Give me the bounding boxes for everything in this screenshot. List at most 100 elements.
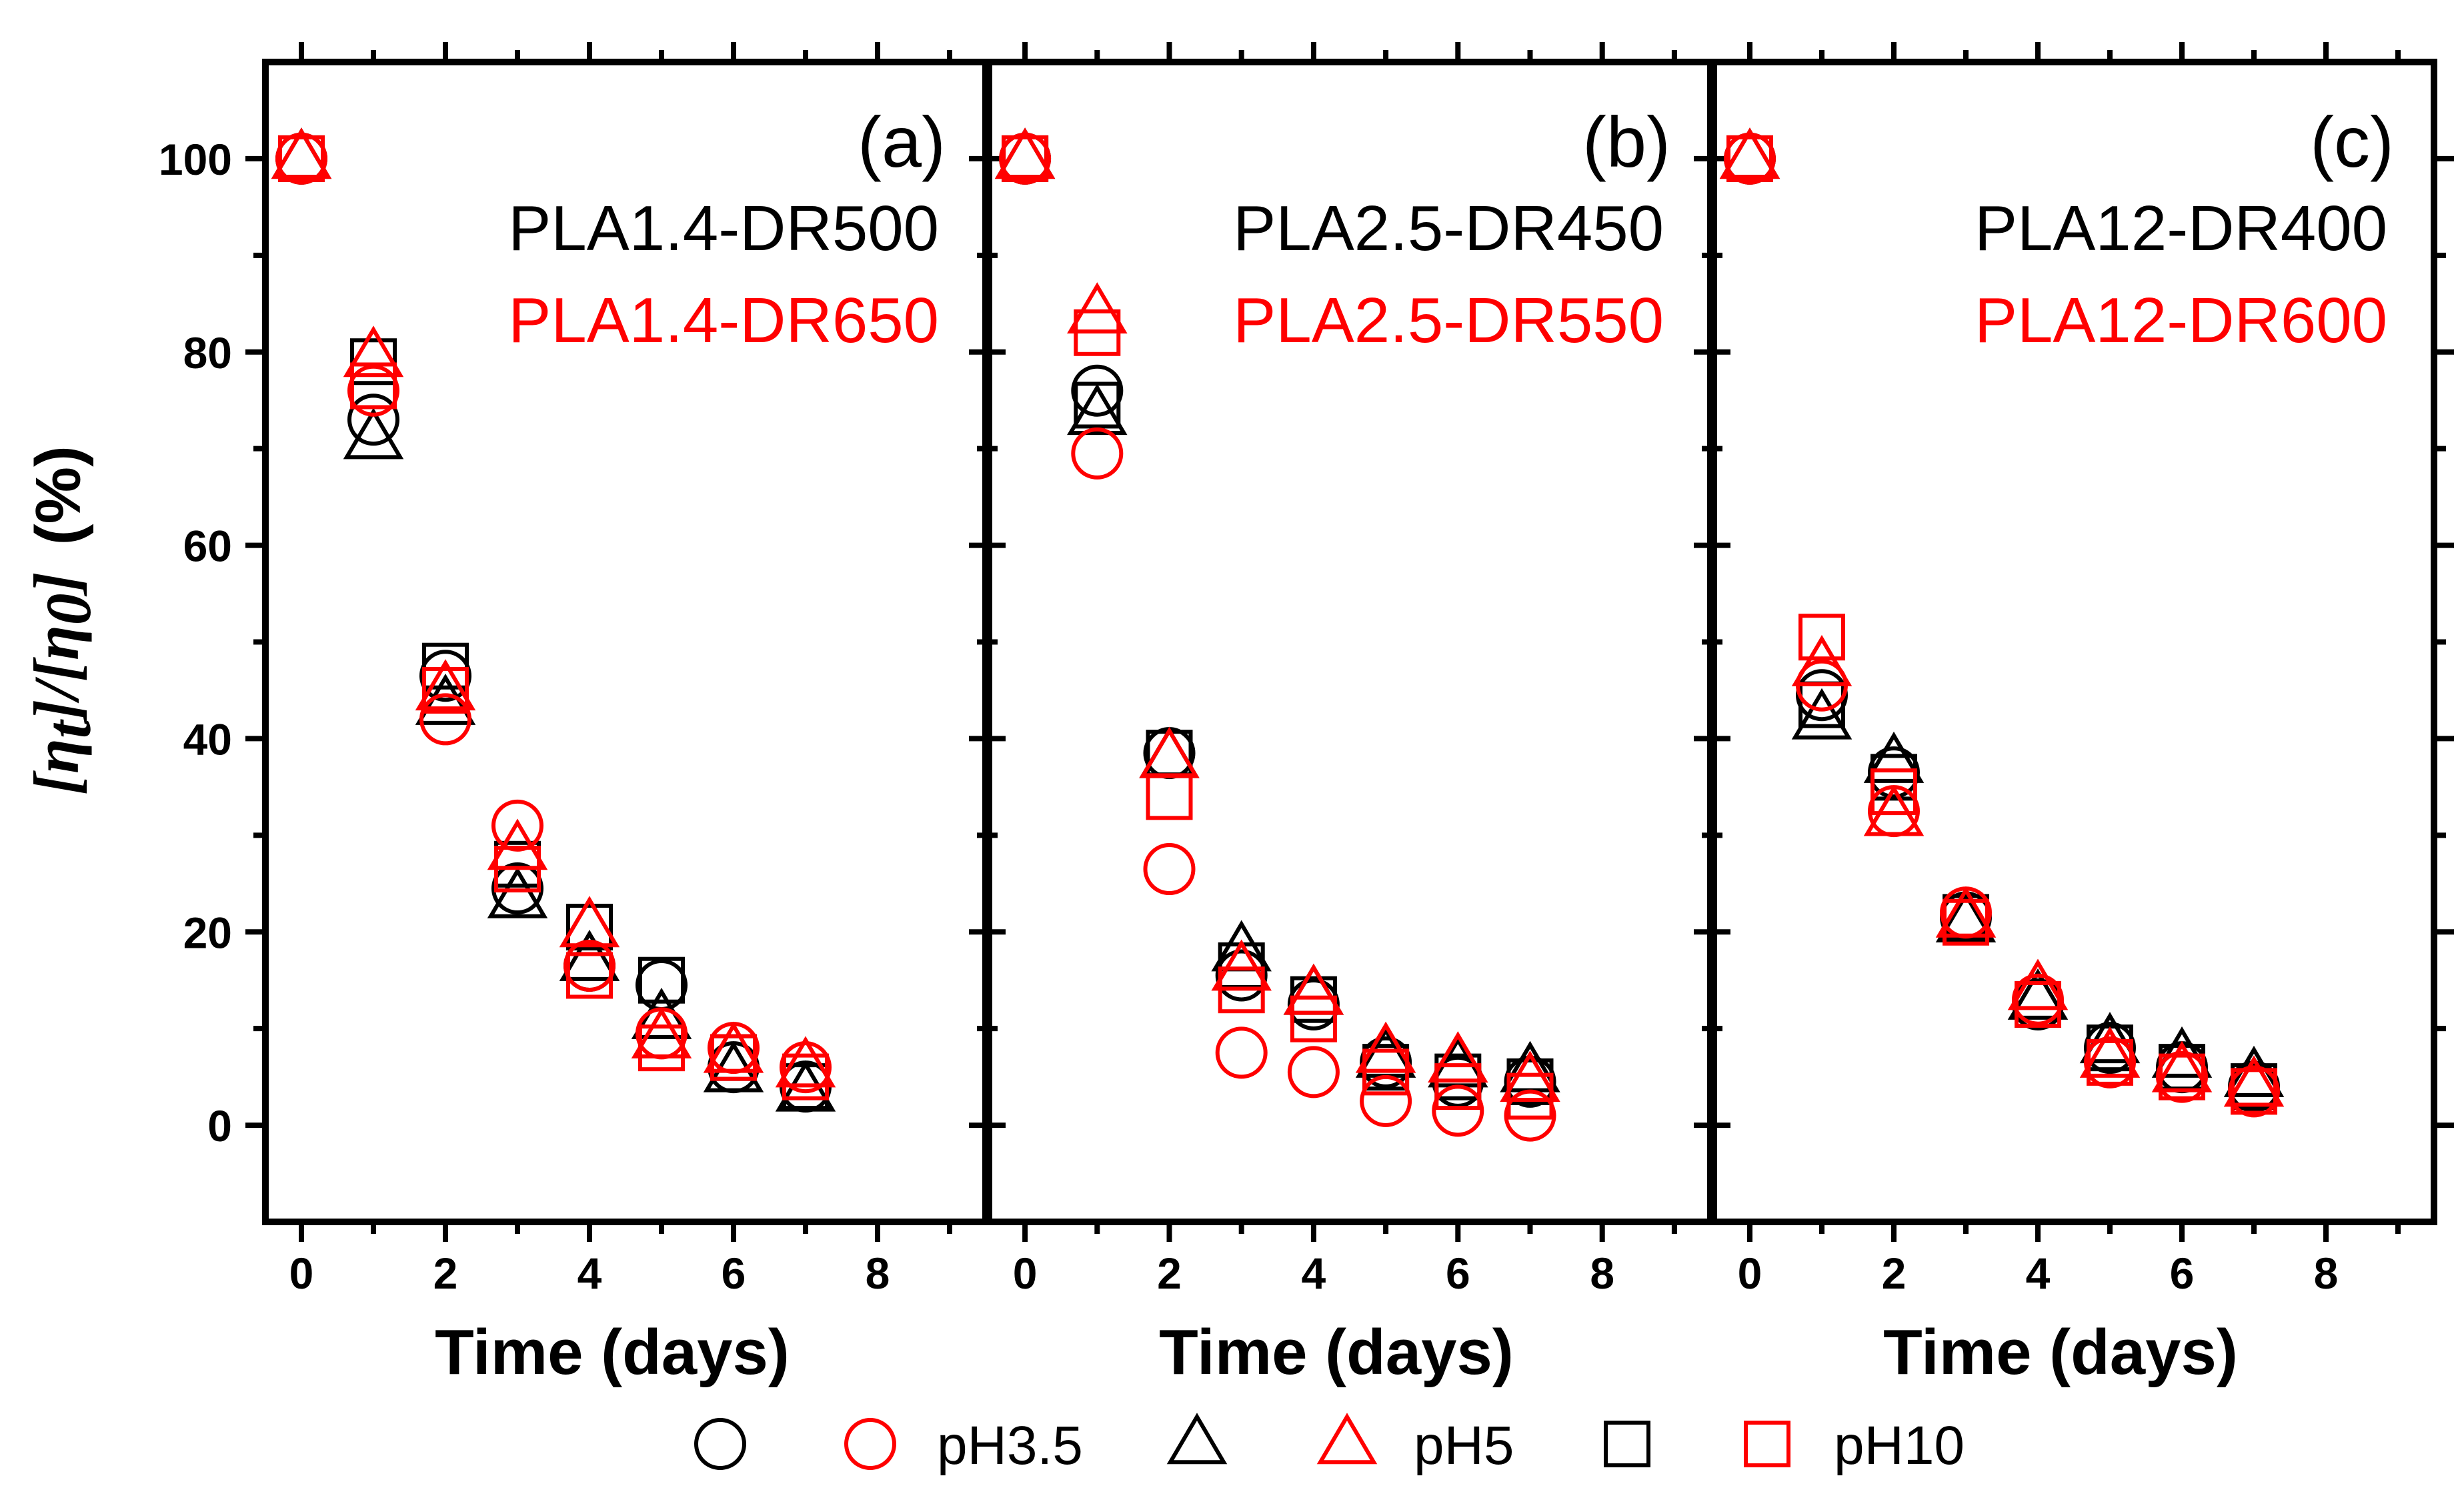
panel-label: (b) — [1582, 101, 1670, 182]
y-tick-label: 20 — [183, 908, 232, 957]
x-tick-label: 2 — [433, 1249, 458, 1298]
data-point — [2223, 1055, 2285, 1107]
legend: pH3.5 pH5 pH10 — [694, 1413, 1965, 1476]
data-point — [782, 1053, 829, 1100]
data-point — [566, 952, 613, 999]
data-point — [1871, 768, 1917, 816]
legend-label: pH10 — [1834, 1415, 1965, 1476]
data-point — [1791, 688, 1853, 740]
x-tick-label: 4 — [1302, 1249, 1326, 1298]
sample-label: PLA12-DR600 — [1975, 285, 2387, 356]
x-tick-label: 8 — [1590, 1249, 1614, 1298]
legend-entry: pH3.5 — [844, 1415, 1083, 1476]
data-point — [422, 666, 469, 714]
legend-marker — [1744, 1421, 1790, 1467]
legend-label: pH3.5 — [937, 1415, 1083, 1476]
series-PLA1.4-DR650-pH3.5 — [275, 132, 832, 1094]
sample-label: PLA1.4-DR500 — [508, 193, 939, 264]
data-point — [1500, 1050, 1560, 1102]
data-point — [994, 127, 1056, 179]
data-point — [1143, 727, 1196, 780]
y-axis-title-eta2: η — [21, 625, 92, 660]
data-point — [2228, 1065, 2280, 1118]
data-point — [2156, 1050, 2208, 1103]
data-point — [1002, 135, 1049, 182]
series-PLA2.5-DR450-pH10 — [1002, 135, 1554, 1105]
x-axis-title: Time (days) — [435, 1317, 790, 1388]
series-PLA2.5-DR450-pH3.5 — [999, 132, 1556, 1108]
series-PLA1.4-DR500-pH10 — [278, 135, 829, 1110]
data-point — [775, 1036, 836, 1088]
data-point — [1726, 135, 1773, 182]
y-axis-title-mid: ]/[ — [21, 657, 92, 724]
series-PLA1.4-DR500-pH5 — [271, 127, 836, 1112]
panel-c: 0 2 4 6 8 Time (days) (c) PLA12-DR400 PLA12-DR60… — [1694, 42, 2454, 1388]
legend-entry: pH5 — [1316, 1413, 1514, 1476]
y-tick-label: 80 — [183, 328, 232, 378]
y-tick-label: 100 — [159, 135, 232, 184]
series-PLA1.4-DR650-pH10 — [278, 135, 829, 1100]
series-PLA12-DR400-pH10 — [1726, 135, 2277, 1110]
data-point — [1146, 773, 1193, 820]
y-axis-title-close: ] — [21, 572, 92, 596]
data-point — [491, 862, 543, 915]
data-point — [2156, 1041, 2208, 1094]
series-PLA1.4-DR650-pH5 — [271, 127, 836, 1088]
data-point — [1428, 1031, 1488, 1083]
data-point — [343, 408, 404, 460]
series-PLA12-DR400-pH3.5 — [1724, 132, 2280, 1113]
data-point — [1211, 939, 1272, 991]
data-point — [559, 896, 620, 948]
x-tick-label: 8 — [866, 1249, 890, 1298]
data-point — [2079, 1012, 2141, 1064]
y-axis-title-unit: (%) — [23, 446, 94, 545]
series-PLA2.5-DR450-pH5 — [994, 127, 1560, 1092]
data-point — [1798, 614, 1845, 661]
series-PLA12-DR400-pH5 — [1719, 127, 2285, 1097]
legend-marker — [1166, 1413, 1228, 1465]
y-axis-title-sub-0: 0 — [33, 593, 104, 625]
x-tick-label: 0 — [1738, 1249, 1762, 1298]
data-point — [278, 135, 325, 182]
data-point — [638, 1024, 685, 1072]
data-point — [419, 693, 471, 746]
sample-label: PLA2.5-DR450 — [1233, 193, 1664, 264]
legend-entry — [1166, 1413, 1228, 1465]
data-point — [1868, 785, 1920, 838]
series-PLA12-DR600-pH3.5 — [1724, 132, 2280, 1118]
data-point — [1071, 364, 1124, 417]
data-point — [347, 364, 399, 417]
y-tick-label: 40 — [183, 714, 232, 764]
series-PLA12-DR600-pH10 — [1726, 135, 2277, 1115]
legend-marker — [1604, 1421, 1650, 1467]
panel-b: 0 2 4 6 8 Time (days) (b) PLA2.5-DR450 PLA2.5-DR… — [969, 42, 1730, 1388]
data-point — [1283, 963, 1344, 1015]
x-tick-label: 4 — [2026, 1249, 2051, 1298]
x-axis-title: Time (days) — [1883, 1317, 2238, 1388]
data-point — [2079, 1026, 2141, 1078]
data-point — [2015, 980, 2061, 1028]
data-point — [343, 325, 404, 378]
data-point — [271, 127, 332, 179]
data-point — [2151, 1026, 2213, 1078]
series-PLA2.5-DR550-pH5 — [994, 127, 1560, 1102]
data-point — [1434, 1063, 1482, 1110]
x-tick-label: 2 — [1882, 1249, 1907, 1298]
data-point — [2231, 1068, 2277, 1115]
data-point — [415, 659, 476, 711]
data-point — [1362, 1048, 1410, 1096]
data-point — [566, 904, 613, 951]
panel-label: (c) — [2310, 101, 2394, 182]
series-PLA12-DR600-pH5 — [1719, 127, 2285, 1107]
data-point — [487, 866, 548, 918]
data-point — [2159, 1053, 2205, 1100]
data-point — [1943, 898, 1989, 946]
y-axis-title: [ηt]/[η0](%) — [21, 446, 104, 795]
x-tick-label: 8 — [2314, 1249, 2339, 1298]
data-point — [350, 362, 397, 410]
data-point — [710, 1034, 757, 1081]
data-point — [1067, 282, 1128, 333]
x-tick-label: 6 — [1446, 1249, 1470, 1298]
data-point — [419, 650, 471, 702]
